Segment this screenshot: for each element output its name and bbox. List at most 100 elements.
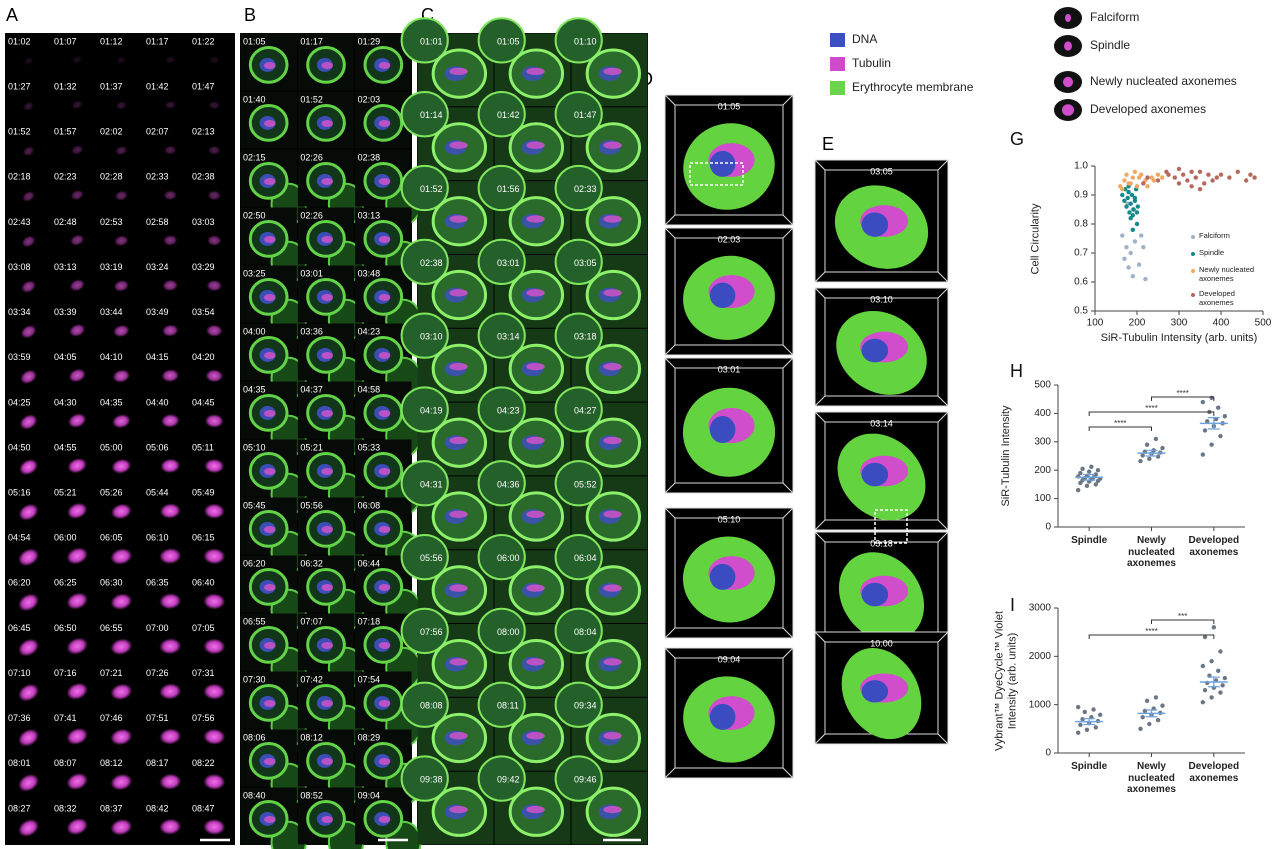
significance-bracket [1151,619,1215,624]
data-point [1200,399,1206,405]
error-bar [1083,718,1096,726]
render-frame [814,631,826,643]
timestamp: 02:38 [358,152,381,162]
y-tick-label: 3000 [1029,603,1052,614]
timestamp: 04:40 [146,397,169,407]
tubulin-signal [378,352,391,359]
timestamp: 02:33 [146,172,169,182]
timestamp: 04:37 [300,384,323,394]
tubulin-signal [264,352,276,359]
y-tick-label: 0.9 [1074,190,1088,201]
dna-surface [861,680,889,703]
render-frame [814,631,949,745]
data-point [1202,634,1208,640]
timestamp: 01:05 [718,101,741,111]
render-frame [937,519,949,531]
timestamp: 03:36 [300,326,323,336]
data-point [1220,683,1225,688]
parasite-signal [209,56,220,64]
parasite-signal [112,414,131,429]
tubulin-signal [321,584,333,591]
tubulin-signal [603,289,622,297]
data-point [1200,700,1206,705]
timestamp: 07:18 [358,616,381,626]
data-point [1138,458,1143,464]
parasite-signal [115,101,127,110]
data-point [1147,456,1152,462]
dna-surface [709,416,736,444]
y-tick-label: 0 [1045,748,1051,759]
timestamp: 05:52 [574,479,597,489]
render-frame [782,227,794,239]
timestamp: 03:24 [146,262,169,272]
timestamp: 02:28 [100,172,123,182]
legend-label: Spindle [1090,38,1130,52]
y-tick-label: 0.5 [1074,306,1088,317]
tubulin-signal [321,62,333,69]
render-frame [782,507,794,519]
timestamp: 08:29 [358,732,381,742]
x-tick-label: Newly nucleated axonemes [1127,761,1176,795]
dna-surface [861,338,889,363]
data-point [1075,487,1081,493]
data-point [1128,181,1133,186]
parasite-signal [22,191,35,202]
parasite-signal [203,638,226,655]
parasite-signal [116,56,127,65]
significance-bracket [1088,426,1152,431]
timestamp: 05:00 [100,442,123,452]
timestamp: 07:51 [146,713,169,723]
timestamp: 03:03 [192,217,215,227]
timestamp: 02:26 [300,152,323,162]
render-frame [814,287,826,299]
parasite-signal [66,592,88,610]
data-point [1089,464,1094,469]
x-tick-label: 200 [1129,318,1146,329]
parasite-signal [164,145,177,155]
render-frame [814,531,826,543]
data-point [1160,703,1165,708]
stage-icon-signal [1063,76,1073,88]
data-point [1132,169,1138,174]
timestamp: 01:52 [8,127,31,137]
data-point [1222,414,1228,419]
render-frame [664,94,676,106]
timestamp: 05:44 [146,487,169,497]
timestamp: 05:16 [8,487,31,497]
timestamp: 04:25 [8,397,31,407]
tubulin-signal [378,526,391,533]
data-point [1153,695,1159,700]
parasite-signal [18,548,39,567]
parasite-signal [21,280,36,293]
tubulin-signal [603,584,622,592]
y-tick-label: 0 [1045,522,1051,533]
data-point [1197,187,1203,192]
x-tick-label: Spindle [1071,761,1108,772]
data-point [1122,198,1127,203]
timestamp: 03:10 [420,332,443,342]
parasite-signal [159,638,182,655]
legend-label: Spindle [1199,248,1225,257]
render-frame [674,367,784,484]
x-tick-label: Newly nucleated axonemes [1127,535,1176,569]
parasite-signal [21,235,36,248]
data-point [1080,716,1085,722]
data-point [1134,221,1140,227]
neighbour-cell [554,238,603,285]
data-point [1202,687,1208,693]
data-point [1155,717,1161,723]
data-point [1218,172,1224,177]
timestamp: 05:10 [718,514,741,524]
parasite-signal [71,100,83,110]
tubulin-signal [526,436,545,445]
data-point [1093,725,1098,730]
parasite-signal [205,369,224,383]
parasite-signal [207,190,221,201]
data-point [1145,184,1150,189]
timestamp: 05:56 [300,500,323,510]
data-point [1197,169,1203,174]
data-point [1185,178,1190,183]
legend-label: Newly nucleated axonemes [1199,265,1255,283]
data-point [1122,178,1127,183]
timestamp: 01:05 [243,36,266,46]
